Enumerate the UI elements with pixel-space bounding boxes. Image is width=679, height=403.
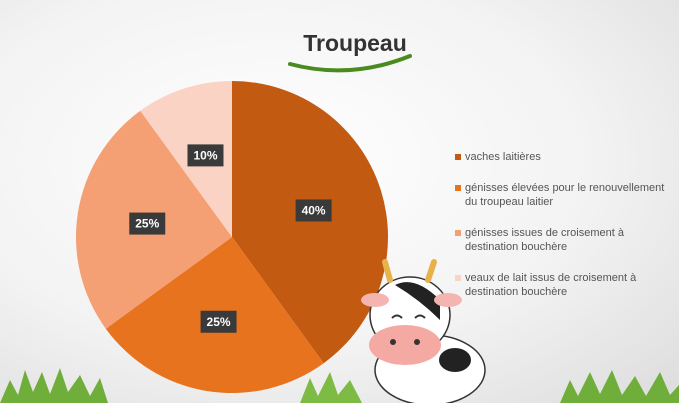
legend-swatch (455, 185, 461, 191)
legend-item: génisses issues de croisement à destinat… (455, 226, 677, 254)
legend-swatch (455, 230, 461, 236)
legend-label: génisses issues de croisement à destinat… (465, 227, 624, 253)
legend-item: génisses élevées pour le renouvellement … (455, 181, 677, 209)
legend-swatch (455, 154, 461, 160)
title-swoosh (290, 56, 410, 70)
legend-item: vaches laitières (455, 150, 677, 164)
data-label: 25% (135, 217, 159, 231)
data-label: 25% (207, 315, 231, 329)
slide: Troupeau 40% 25% 25% 10% vaches laitières gé… (0, 0, 679, 403)
legend-swatch (455, 275, 461, 281)
data-label: 40% (302, 204, 326, 218)
legend-label: vaches laitières (465, 151, 541, 163)
legend-item: veaux de lait issus de croisement à dest… (455, 271, 677, 299)
legend-label: génisses élevées pour le renouvellement … (465, 182, 664, 208)
legend-label: veaux de lait issus de croisement à dest… (465, 272, 636, 298)
legend: vaches laitières génisses élevées pour le… (455, 150, 677, 316)
pie: 40% 25% 25% 10% (76, 81, 388, 393)
data-label: 10% (193, 149, 217, 163)
chart-title: Troupeau (303, 30, 407, 56)
